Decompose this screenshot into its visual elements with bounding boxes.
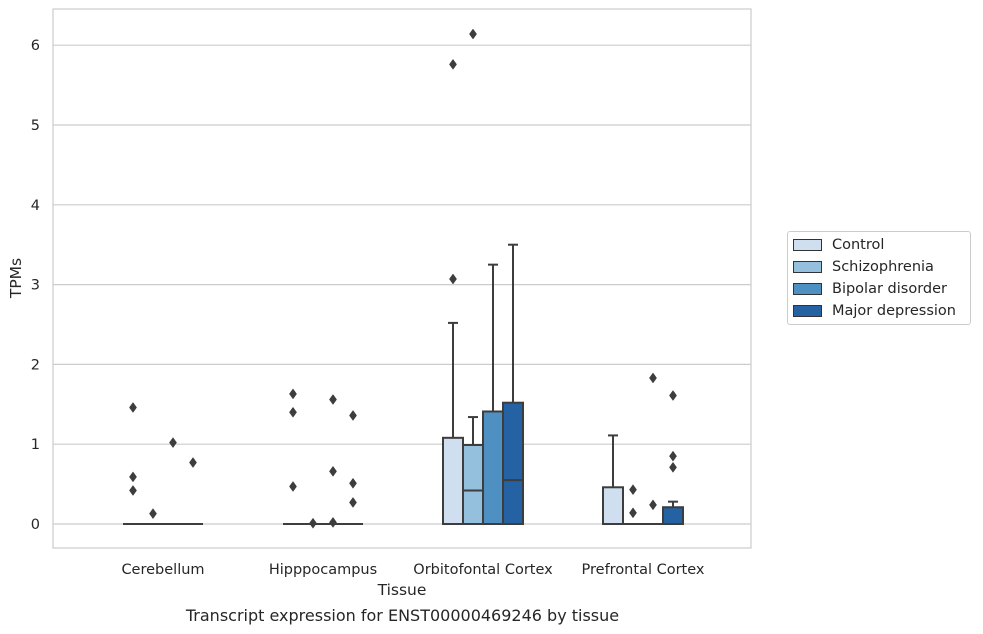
y-tick-labels: 0 1 2 3 4 5 6 bbox=[31, 38, 40, 533]
box-schizophrenia bbox=[462, 28, 484, 525]
y-tick-label: 2 bbox=[31, 357, 40, 373]
box-control bbox=[442, 58, 464, 526]
x-tick-labels: Cerebellum Hipppocampus Orbitofontal Corte… bbox=[121, 562, 704, 578]
legend-item-bipolar-disorder: Bipolar disorder bbox=[793, 279, 947, 299]
box-major-depression bbox=[183, 457, 203, 525]
box-schizophrenia bbox=[143, 508, 163, 525]
outlier-point bbox=[329, 465, 337, 477]
y-tick-label: 6 bbox=[31, 38, 40, 54]
box-major-depression bbox=[343, 410, 363, 525]
outlier-point bbox=[129, 402, 137, 413]
x-tick-label: Hipppocampus bbox=[269, 562, 377, 578]
outlier-point bbox=[649, 499, 657, 511]
outlier-point bbox=[629, 507, 637, 519]
outlier-point bbox=[329, 516, 337, 528]
plot-area-frame bbox=[52, 8, 752, 549]
outlier-point bbox=[349, 477, 357, 489]
outlier-point bbox=[669, 450, 677, 462]
legend-item-control: Control bbox=[793, 235, 884, 255]
gridlines bbox=[53, 44, 751, 525]
box-body bbox=[442, 436, 464, 526]
outlier-point bbox=[329, 394, 337, 405]
box-body bbox=[462, 443, 484, 525]
x-tick-label: Cerebellum bbox=[121, 562, 204, 578]
y-tick-label: 3 bbox=[31, 278, 40, 294]
box-body bbox=[662, 506, 684, 526]
box-bipolar-disorder bbox=[643, 372, 663, 525]
outlier-point bbox=[169, 437, 177, 449]
outlier-point bbox=[669, 390, 677, 401]
x-tick-label: Orbitofontal Cortex bbox=[413, 562, 553, 578]
box-control bbox=[283, 388, 303, 525]
box-bipolar-disorder bbox=[163, 437, 183, 525]
legend-item-major-depression: Major depression bbox=[793, 301, 956, 321]
box-body bbox=[482, 410, 504, 525]
outlier-point bbox=[289, 481, 297, 492]
box-bipolar-disorder bbox=[323, 394, 343, 528]
y-axis-label: TPMs bbox=[7, 258, 25, 299]
outlier-point bbox=[449, 58, 457, 70]
outlier-point bbox=[349, 497, 357, 508]
legend-swatch-schizophrenia bbox=[793, 261, 822, 273]
box-schizophrenia bbox=[623, 484, 643, 525]
outlier-point bbox=[309, 517, 317, 529]
legend-swatch-major-depression bbox=[793, 305, 822, 317]
box-series bbox=[123, 28, 684, 529]
outlier-point bbox=[669, 461, 677, 473]
outlier-point bbox=[129, 471, 137, 483]
outlier-point bbox=[649, 372, 657, 384]
outlier-point bbox=[629, 484, 637, 496]
chart-caption: Transcript expression for ENST0000046924… bbox=[185, 606, 620, 625]
x-tick-label: Prefrontal Cortex bbox=[582, 562, 705, 578]
x-axis-label: Tissue bbox=[377, 581, 427, 599]
y-tick-label: 0 bbox=[31, 517, 40, 533]
legend-label-major-depression: Major depression bbox=[832, 303, 956, 319]
y-tick-label: 1 bbox=[31, 437, 40, 453]
legend: Control Schizophrenia Bipolar disorder M… bbox=[787, 231, 971, 325]
legend-label-bipolar-disorder: Bipolar disorder bbox=[832, 281, 947, 297]
legend-item-schizophrenia: Schizophrenia bbox=[793, 257, 934, 277]
box-control bbox=[123, 402, 143, 525]
legend-label-schizophrenia: Schizophrenia bbox=[832, 259, 934, 275]
outlier-point bbox=[189, 457, 197, 468]
outlier-point bbox=[149, 508, 157, 520]
y-tick-label: 4 bbox=[31, 198, 40, 214]
outlier-point bbox=[129, 485, 137, 496]
outlier-point bbox=[289, 388, 297, 400]
box-body bbox=[502, 401, 524, 526]
box-bipolar-disorder bbox=[482, 263, 504, 525]
outlier-point bbox=[469, 28, 477, 40]
box-body bbox=[602, 486, 624, 525]
box-schizophrenia bbox=[303, 517, 323, 529]
box-major-depression bbox=[502, 243, 524, 526]
box-major-depression bbox=[662, 390, 684, 526]
legend-swatch-control bbox=[793, 239, 822, 251]
legend-swatch-bipolar-disorder bbox=[793, 283, 822, 295]
outlier-point bbox=[449, 273, 457, 285]
y-tick-label: 5 bbox=[31, 118, 40, 134]
box-control bbox=[602, 434, 624, 525]
outlier-point bbox=[349, 410, 357, 421]
legend-label-control: Control bbox=[832, 237, 885, 253]
outlier-point bbox=[289, 406, 297, 418]
